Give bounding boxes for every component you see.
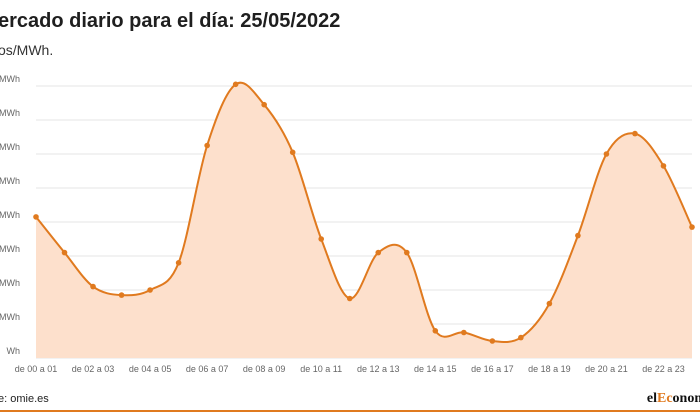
- price-point: [147, 287, 153, 293]
- y-tick-label: MWh: [0, 278, 20, 288]
- brand-logo: elEconom: [647, 391, 700, 407]
- price-point: [33, 214, 39, 220]
- bottom-rule: [0, 410, 700, 412]
- price-point: [603, 151, 610, 157]
- price-point: [689, 224, 695, 230]
- brand-accent: Ec: [656, 391, 673, 406]
- x-axis-tick-labels: de 00 a 01 de 02 a 03 de 04 a 05 de 06 a 07…: [15, 364, 685, 374]
- y-axis-tick-labels: Wh MWh MWh MWh MWh de MWh MWh MWh MWh: [0, 74, 20, 356]
- y-tick-label: Wh: [7, 346, 21, 356]
- price-point: [118, 292, 125, 298]
- price-point: [318, 236, 325, 242]
- x-tick-label: de 22 a 23: [642, 364, 685, 374]
- brand-prefix: el: [646, 391, 657, 406]
- price-point: [175, 260, 182, 266]
- price-point: [518, 334, 524, 341]
- price-point: [346, 295, 353, 302]
- price-point: [461, 329, 467, 336]
- price-point: [632, 130, 638, 137]
- brand-suffix: onom: [672, 391, 700, 406]
- y-tick-label: MWh: [0, 312, 20, 322]
- x-tick-label: de 14 a 15: [414, 364, 457, 374]
- x-tick-label: de 20 a 21: [585, 364, 628, 374]
- price-point: [375, 249, 382, 256]
- y-tick-label: MWh: [0, 210, 20, 220]
- y-tick-label: MWh: [0, 244, 20, 254]
- y-tick-label: MWh: [0, 142, 20, 152]
- x-tick-label: de 06 a 07: [186, 364, 229, 374]
- x-tick-label: de 02 a 03: [72, 364, 115, 374]
- price-point: [575, 232, 581, 239]
- chart-subtitle: os/MWh.: [0, 42, 54, 58]
- y-tick-label: MWh: [0, 108, 20, 118]
- price-point: [90, 283, 96, 290]
- y-tick-label: MWh: [0, 74, 20, 84]
- price-point: [232, 81, 239, 88]
- chart-title: ercado diario para el día: 25/05/2022: [0, 10, 341, 32]
- x-tick-label: de 16 a 17: [471, 364, 514, 374]
- price-point: [432, 328, 439, 334]
- price-point: [61, 249, 68, 256]
- x-tick-label: de 00 a 01: [15, 364, 58, 374]
- price-point: [204, 142, 210, 149]
- price-point: [660, 163, 667, 169]
- price-point: [489, 338, 496, 344]
- price-point: [403, 249, 410, 256]
- price-point: [546, 300, 553, 307]
- price-point: [261, 101, 267, 108]
- x-tick-label: de 04 a 05: [129, 364, 172, 374]
- x-tick-label: de 10 a 11: [300, 364, 342, 374]
- x-tick-label: de 08 a 09: [243, 364, 286, 374]
- source-note: e: omie.es: [0, 393, 49, 405]
- price-points: [33, 81, 695, 344]
- price-point: [289, 149, 296, 156]
- x-tick-label: de 18 a 19: [528, 364, 571, 374]
- price-area-fill: [36, 82, 692, 358]
- y-tick-label: de MWh: [0, 176, 20, 186]
- x-tick-label: de 12 a 13: [357, 364, 400, 374]
